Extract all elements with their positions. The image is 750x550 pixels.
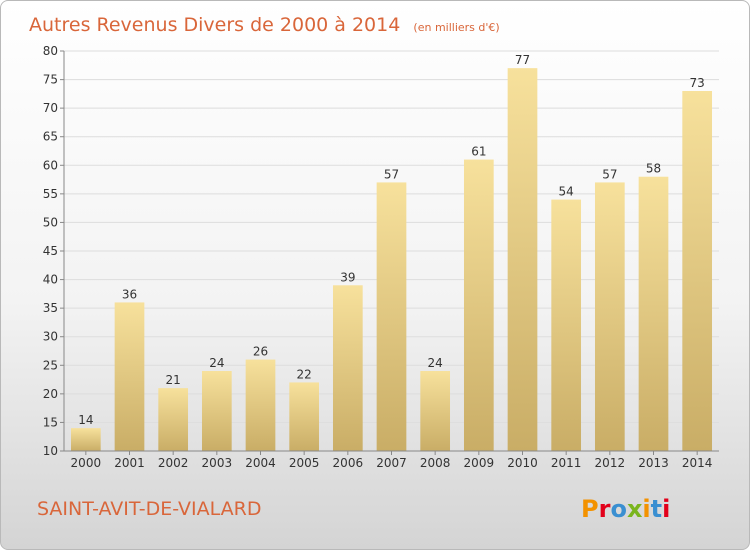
logo-letter: i bbox=[642, 495, 650, 523]
y-tick-label: 25 bbox=[43, 358, 58, 372]
x-tick-label-2006: 2006 bbox=[333, 456, 364, 470]
proxiti-logo: Proxiti bbox=[581, 495, 670, 523]
bar-2001 bbox=[114, 302, 145, 451]
x-tick-label-2012: 2012 bbox=[595, 456, 626, 470]
y-tick-label: 40 bbox=[43, 273, 58, 287]
value-label-2013: 58 bbox=[646, 162, 661, 176]
value-label-2010: 77 bbox=[515, 53, 530, 67]
value-label-2011: 54 bbox=[559, 185, 574, 199]
x-tick-label-2009: 2009 bbox=[464, 456, 495, 470]
y-axis-ticks: 10 15 20 25 30 35 40 45 50 55 60 65 70 75 80 bbox=[43, 44, 64, 458]
bar-2008 bbox=[420, 371, 451, 451]
x-tick-label-2008: 2008 bbox=[420, 456, 451, 470]
x-axis-ticks: 2000 2001 2002 2003 2004 2005 2006 2007 2008 2009… bbox=[71, 451, 713, 470]
value-label-2009: 61 bbox=[471, 145, 486, 159]
x-tick-label-2002: 2002 bbox=[158, 456, 189, 470]
bar-2007 bbox=[376, 182, 407, 451]
value-label-2014: 73 bbox=[690, 76, 705, 90]
bar-2005 bbox=[289, 382, 320, 451]
logo-letter: P bbox=[581, 495, 599, 523]
y-tick-label: 50 bbox=[43, 215, 58, 229]
value-label-2006: 39 bbox=[340, 270, 355, 284]
x-tick-label-2000: 2000 bbox=[71, 456, 102, 470]
x-tick-label-2003: 2003 bbox=[202, 456, 233, 470]
value-labels: 14 36 21 24 26 22 39 57 24 61 77 54 57 58 73 bbox=[78, 53, 705, 427]
x-tick-label-2013: 2013 bbox=[638, 456, 669, 470]
x-tick-label-2014: 2014 bbox=[682, 456, 713, 470]
bar-2004 bbox=[245, 359, 276, 451]
bar-2013 bbox=[638, 176, 669, 451]
bar-2002 bbox=[158, 388, 189, 451]
logo-letter: i bbox=[662, 495, 670, 523]
value-label-2003: 24 bbox=[209, 356, 224, 370]
x-tick-label-2005: 2005 bbox=[289, 456, 320, 470]
chart-title: Autres Revenus Divers de 2000 à 2014 (en… bbox=[29, 14, 500, 36]
y-tick-label: 15 bbox=[43, 415, 58, 429]
logo-letter: r bbox=[599, 495, 611, 523]
value-label-2001: 36 bbox=[122, 287, 137, 301]
x-tick-label-2010: 2010 bbox=[507, 456, 538, 470]
value-label-2012: 57 bbox=[602, 167, 617, 181]
x-tick-label-2011: 2011 bbox=[551, 456, 582, 470]
value-label-2007: 57 bbox=[384, 167, 399, 181]
y-tick-label: 70 bbox=[43, 101, 58, 115]
commune-name: SAINT-AVIT-DE-VIALARD bbox=[37, 498, 261, 520]
x-tick-label-2001: 2001 bbox=[114, 456, 145, 470]
y-tick-label: 60 bbox=[43, 158, 58, 172]
y-tick-label: 45 bbox=[43, 244, 58, 258]
y-tick-label: 55 bbox=[43, 187, 58, 201]
bar-2003 bbox=[201, 371, 232, 451]
value-label-2005: 22 bbox=[297, 367, 312, 381]
y-tick-label: 80 bbox=[43, 44, 58, 58]
y-tick-label: 75 bbox=[43, 73, 58, 87]
bar-2010 bbox=[507, 68, 538, 452]
bar-2011 bbox=[551, 199, 582, 451]
y-tick-label: 35 bbox=[43, 301, 58, 315]
value-label-2004: 26 bbox=[253, 345, 268, 359]
chart-title-unit: (en milliers d'€) bbox=[413, 21, 499, 34]
chart-title-main: Autres Revenus Divers de 2000 à 2014 bbox=[29, 14, 400, 36]
bar-2000 bbox=[70, 428, 101, 451]
logo-letter: x bbox=[627, 495, 643, 523]
y-tick-label: 20 bbox=[43, 387, 58, 401]
bar-2012 bbox=[594, 182, 625, 451]
bars bbox=[70, 68, 713, 452]
value-label-2000: 14 bbox=[78, 413, 93, 427]
x-tick-label-2007: 2007 bbox=[376, 456, 407, 470]
y-tick-label: 10 bbox=[43, 444, 58, 458]
value-label-2008: 24 bbox=[428, 356, 443, 370]
bar-2009 bbox=[463, 159, 494, 452]
x-tick-label-2004: 2004 bbox=[245, 456, 276, 470]
bar-2014 bbox=[682, 91, 713, 451]
y-tick-label: 65 bbox=[43, 130, 58, 144]
logo-letter: o bbox=[610, 495, 627, 523]
value-label-2002: 21 bbox=[166, 373, 181, 387]
logo-letter: t bbox=[651, 495, 662, 523]
bar-2006 bbox=[332, 285, 363, 451]
y-tick-label: 30 bbox=[43, 330, 58, 344]
